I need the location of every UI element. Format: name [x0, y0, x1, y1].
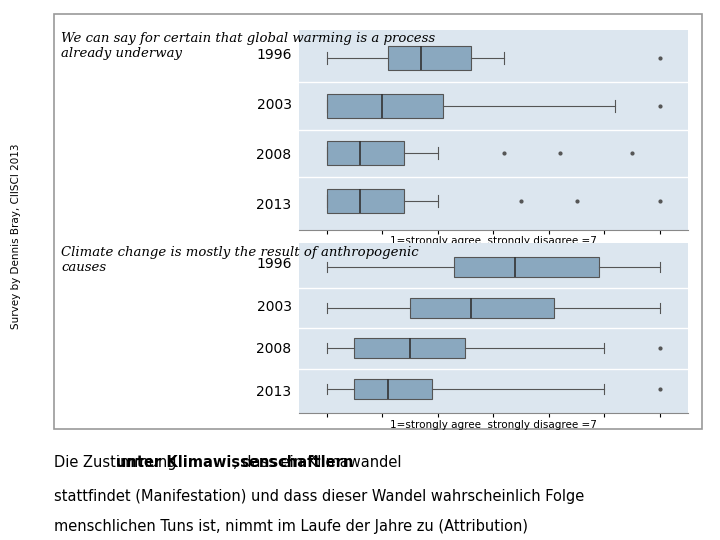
- Text: Climate change is mostly the result of anthropogenic
causes: Climate change is mostly the result of a…: [61, 246, 419, 274]
- Text: unter Klimawissenschaftlern: unter Klimawissenschaftlern: [116, 455, 354, 470]
- Text: menschlichen Tuns ist, nimmt im Laufe der Jahre zu (Attribution): menschlichen Tuns ist, nimmt im Laufe de…: [54, 519, 528, 535]
- Text: 2003: 2003: [256, 300, 292, 314]
- Text: 2008: 2008: [256, 342, 292, 356]
- PathPatch shape: [327, 189, 405, 213]
- Text: 2003: 2003: [256, 98, 292, 112]
- X-axis label: 1=strongly agree  strongly disagree =7: 1=strongly agree strongly disagree =7: [390, 420, 597, 430]
- PathPatch shape: [327, 141, 405, 165]
- Text: 2013: 2013: [256, 385, 292, 399]
- Text: 1996: 1996: [256, 48, 292, 62]
- PathPatch shape: [410, 298, 554, 318]
- Text: 2013: 2013: [256, 198, 292, 212]
- PathPatch shape: [454, 257, 599, 278]
- Text: We can say for certain that global warming is a process
already underway: We can say for certain that global warmi…: [61, 32, 436, 60]
- Text: Survey by Dennis Bray, ClISCI 2013: Survey by Dennis Bray, ClISCI 2013: [11, 144, 21, 329]
- PathPatch shape: [327, 94, 444, 118]
- Text: Die Zustimmung: Die Zustimmung: [54, 455, 181, 470]
- PathPatch shape: [387, 46, 471, 70]
- Text: stattfindet (Manifestation) und dass dieser Wandel wahrscheinlich Folge: stattfindet (Manifestation) und dass die…: [54, 489, 584, 504]
- PathPatch shape: [354, 379, 432, 399]
- PathPatch shape: [354, 338, 465, 359]
- Text: 2008: 2008: [256, 147, 292, 161]
- X-axis label: 1=strongly agree  strongly disagree =7: 1=strongly agree strongly disagree =7: [390, 237, 597, 246]
- Text: , dass ein Klimawandel: , dass ein Klimawandel: [233, 455, 402, 470]
- Text: 1996: 1996: [256, 257, 292, 271]
